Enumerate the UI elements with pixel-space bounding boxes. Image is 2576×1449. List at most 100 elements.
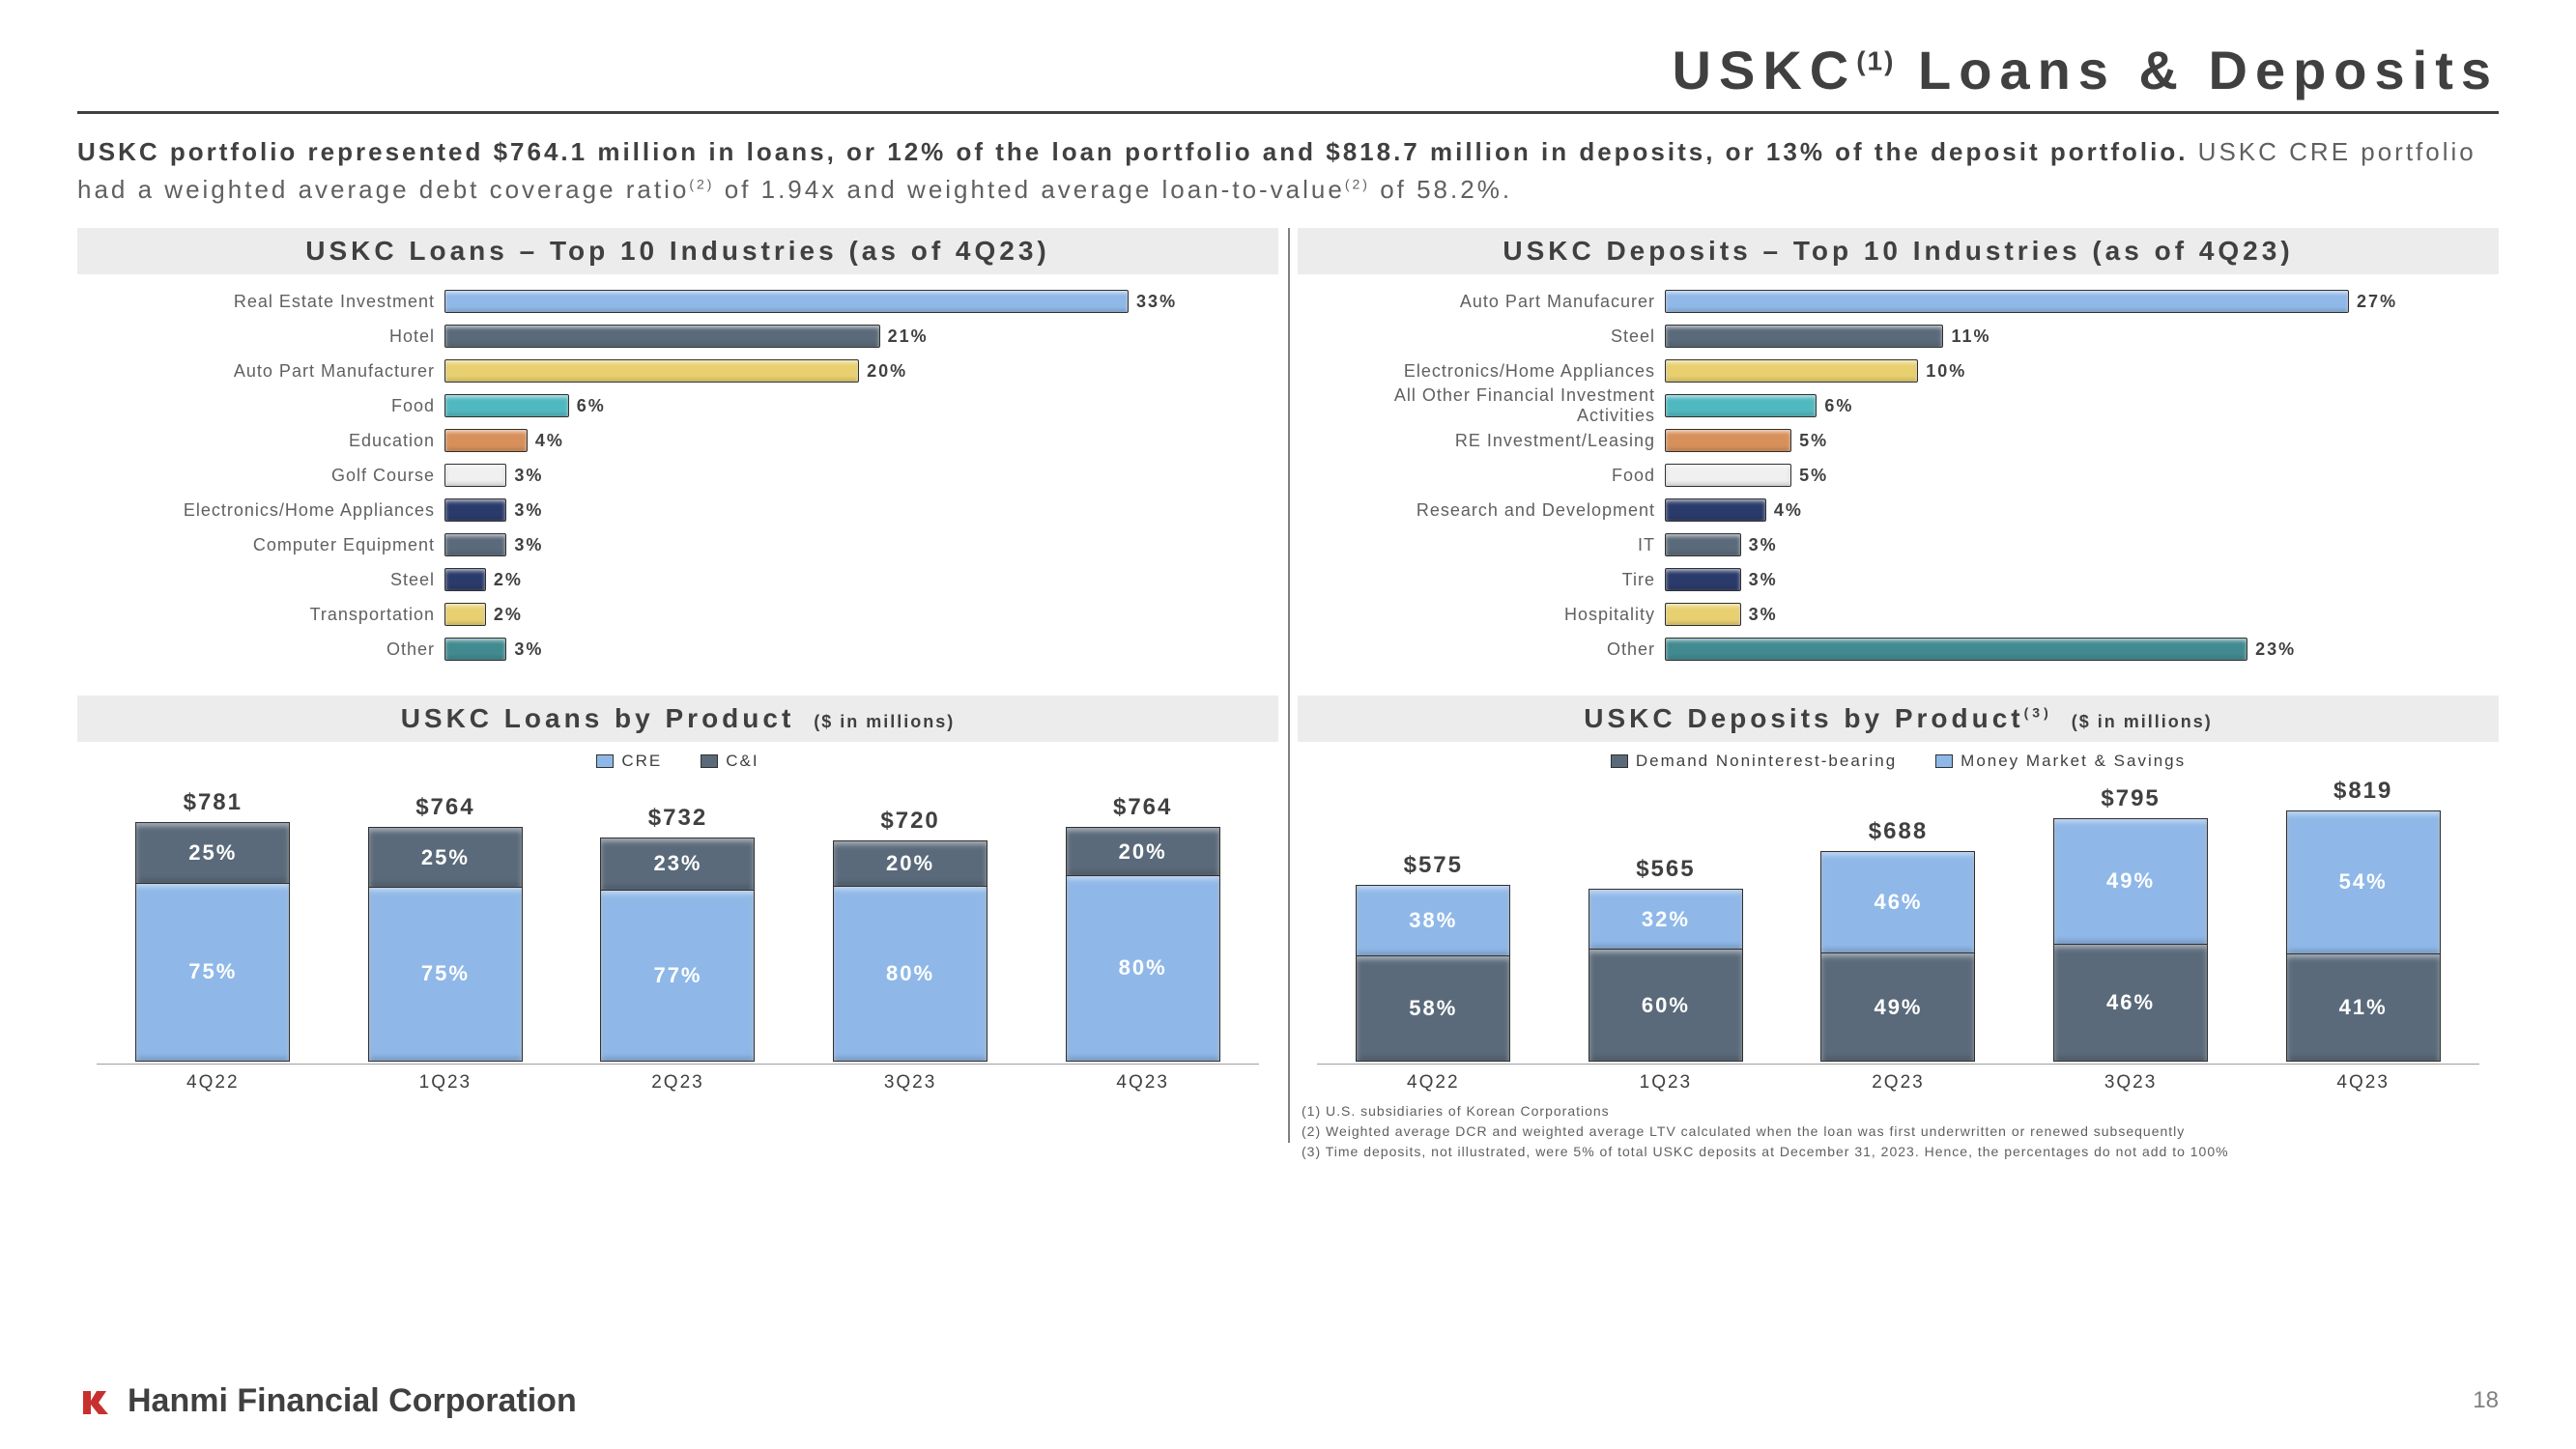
hbar-bar: [1665, 533, 1741, 556]
right-column: USKC Deposits – Top 10 Industries (as of…: [1298, 228, 2499, 1162]
hbar-row: IT 3%: [1327, 527, 2470, 562]
stack-total: $565: [1636, 856, 1695, 883]
stack-column: $56560%32%: [1579, 856, 1753, 1062]
stack-segment: 54%: [2287, 811, 2440, 953]
hbar-row: Hotel 21%: [106, 319, 1249, 354]
hbar-row: Auto Part Manufacturer 20%: [106, 354, 1249, 388]
stack-segment: 75%: [136, 883, 289, 1061]
stack-column: $76475%25%: [358, 794, 532, 1062]
hbar-bar: [1665, 429, 1791, 452]
hbar-bar: [444, 290, 1129, 313]
legend-label: Money Market & Savings: [1961, 752, 2186, 771]
hbar-bar: [444, 429, 528, 452]
hbar-track: 3%: [1665, 603, 2470, 626]
hbar-value: 4%: [1774, 500, 1803, 521]
hbar-label: Auto Part Manufacurer: [1327, 292, 1655, 312]
x-axis-label: 1Q23: [1579, 1072, 1753, 1094]
deposits-product-legend: Demand Noninterest-bearing Money Market &…: [1298, 752, 2499, 771]
left-column: USKC Loans – Top 10 Industries (as of 4Q…: [77, 228, 1278, 1162]
legend-label: Demand Noninterest-bearing: [1636, 752, 1897, 771]
stack-total: $688: [1869, 818, 1928, 845]
hbar-bar: [1665, 359, 1918, 383]
hbar-bar: [1665, 603, 1741, 626]
stack-segment: 75%: [369, 887, 522, 1061]
hbar-row: Tire3%: [1327, 562, 2470, 597]
footer-brand-text: Hanmi Financial Corporation: [128, 1382, 577, 1420]
hbar-row: Auto Part Manufacurer 27%: [1327, 284, 2470, 319]
hbar-track: 23%: [1665, 638, 2470, 661]
footnote-line: (2) Weighted average DCR and weighted av…: [1302, 1122, 2499, 1142]
hbar-row: Real Estate Investment 33%: [106, 284, 1249, 319]
stack-bar: 77%23%: [600, 838, 755, 1062]
loans-product-legend: CRE C&I: [77, 752, 1278, 771]
stack-segment: 58%: [1357, 955, 1509, 1061]
stack-bar: 46%49%: [2053, 818, 2208, 1062]
deposits-product-header: USKC Deposits by Product(3) ($ in millio…: [1298, 696, 2499, 742]
stack-total: $720: [880, 808, 939, 835]
stack-total: $764: [1113, 794, 1172, 821]
hbar-row: Other3%: [106, 632, 1249, 667]
hbar-label: Other: [1327, 639, 1655, 660]
hbar-bar: [444, 464, 506, 487]
hbar-track: 6%: [1665, 394, 2470, 417]
hbar-row: Steel2%: [106, 562, 1249, 597]
intro-rest2: of 1.94x and weighted average loan-to-va…: [714, 175, 1344, 204]
hbar-label: Hotel: [106, 327, 435, 347]
stack-segment: 38%: [1357, 886, 1509, 954]
hbar-row: Food5%: [1327, 458, 2470, 493]
stack-total: $732: [648, 805, 707, 832]
hbar-label: Auto Part Manufacturer: [106, 361, 435, 382]
hbar-bar: [1665, 325, 1943, 348]
loans-product-title: USKC Loans by Product: [401, 703, 795, 734]
hbar-bar: [444, 638, 506, 661]
hbar-track: 3%: [1665, 533, 2470, 556]
legend-item: C&I: [701, 752, 758, 771]
hbar-bar: [1665, 498, 1766, 522]
title-main: USKC: [1673, 40, 1857, 100]
legend-swatch: [701, 754, 718, 768]
hbar-label: Food: [106, 396, 435, 416]
stack-segment: 23%: [601, 838, 754, 890]
hbar-label: Education: [106, 431, 435, 451]
hbar-row: Computer Equipment3%: [106, 527, 1249, 562]
stack-total: $781: [184, 789, 243, 816]
hbar-label: Real Estate Investment: [106, 292, 435, 312]
content-columns: USKC Loans – Top 10 Industries (as of 4Q…: [77, 228, 2499, 1162]
vertical-divider: [1288, 228, 1290, 1143]
legend-item: CRE: [596, 752, 662, 771]
hbar-track: 27%: [1665, 290, 2470, 313]
stack-total: $795: [2101, 785, 2160, 812]
hbar-label: Food: [1327, 466, 1655, 486]
hbar-value: 2%: [494, 605, 523, 625]
stack-segment: 80%: [834, 886, 987, 1061]
hbar-label: Steel: [106, 570, 435, 590]
hbar-value: 21%: [888, 327, 929, 347]
intro-rest3: of 58.2%.: [1370, 175, 1512, 204]
stack-total: $575: [1404, 852, 1463, 879]
intro-text: USKC portfolio represented $764.1 millio…: [77, 133, 2499, 209]
hbar-value: 6%: [577, 396, 606, 416]
hbar-value: 3%: [514, 500, 543, 521]
loans-top10-chart: Real Estate Investment 33% Hotel 21% Auto Pa…: [106, 284, 1249, 667]
stack-segment: 77%: [601, 890, 754, 1061]
stack-segment: 25%: [369, 828, 522, 886]
hbar-label: Transportation: [106, 605, 435, 625]
stack-segment: 60%: [1589, 949, 1742, 1061]
hbar-value: 20%: [867, 361, 907, 382]
hbar-row: Research and Development4%: [1327, 493, 2470, 527]
x-axis-label: 4Q23: [2276, 1072, 2450, 1094]
footnotes: (1) U.S. subsidiaries of Korean Corporat…: [1302, 1101, 2499, 1162]
hbar-value: 33%: [1136, 292, 1177, 312]
hbar-value: 27%: [2357, 292, 2397, 312]
hbar-label: IT: [1327, 535, 1655, 555]
hbar-value: 5%: [1799, 431, 1828, 451]
hbar-row: All Other Financial Investment Activitie…: [1327, 388, 2470, 423]
legend-label: C&I: [726, 752, 758, 771]
hbar-track: 20%: [444, 359, 1249, 383]
stack-bar: 80%20%: [1066, 827, 1220, 1062]
title-rule: [77, 111, 2499, 114]
hbar-bar: [444, 359, 859, 383]
hbar-row: Steel11%: [1327, 319, 2470, 354]
stack-segment: 20%: [834, 841, 987, 885]
hbar-track: 33%: [444, 290, 1249, 313]
